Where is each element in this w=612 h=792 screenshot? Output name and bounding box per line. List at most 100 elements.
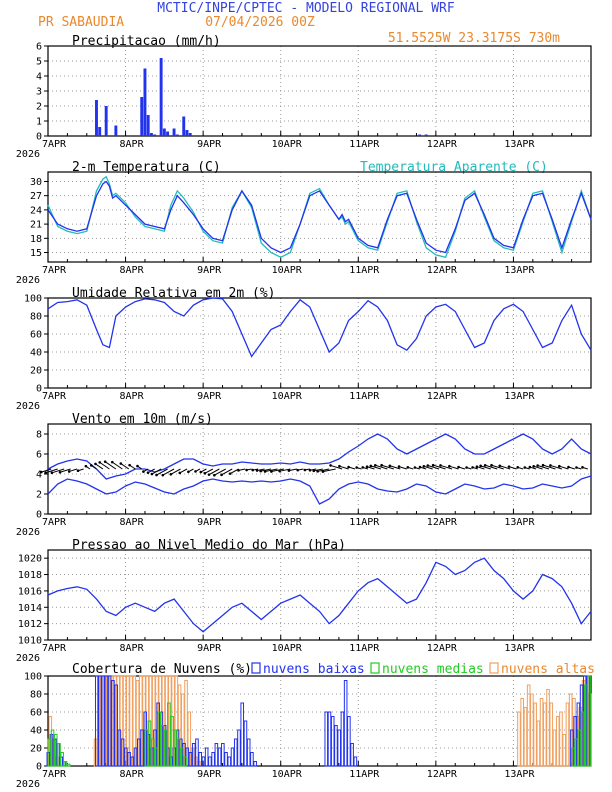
clouds-xtick-label: 12APR — [427, 769, 458, 780]
cloud-low-bar — [250, 752, 254, 767]
wind-barb-head — [263, 470, 267, 473]
wind-barb-head — [98, 461, 102, 464]
cloud-mid-bar — [144, 729, 149, 767]
precip-title: Precipitacao (mm/h) — [72, 34, 221, 49]
clouds-xtick-label: 13APR — [504, 769, 535, 780]
wind-barb-head — [479, 464, 482, 468]
precip-bar — [104, 106, 108, 136]
precip-xtick-label: 11APR — [349, 139, 380, 150]
clouds-xtick-label: 10APR — [272, 769, 303, 780]
temp-xtick-label: 10APR — [272, 265, 303, 276]
wind-barb — [375, 464, 388, 470]
cloud-low-bar — [198, 752, 202, 767]
wind-barb-head — [142, 470, 145, 473]
cloud-high-bar — [526, 684, 531, 767]
wind-barb-head — [558, 464, 561, 468]
precip-bar — [424, 134, 428, 136]
wind-barb — [99, 461, 110, 470]
wind-barb-head — [439, 464, 442, 467]
cloud-low-bar — [221, 743, 225, 767]
wind-barb-head — [329, 464, 332, 467]
cloud-low-bar — [120, 738, 125, 767]
cloud-mid-bar — [176, 738, 181, 767]
cloud-low-bar — [140, 729, 144, 767]
rh-frame — [47, 297, 592, 389]
rh-xtick-label: 11APR — [349, 391, 380, 402]
precip-xtick-label: 13APR — [504, 139, 535, 150]
temp-xtick-label: 7APR — [42, 265, 67, 276]
wind-barb — [440, 464, 453, 470]
wind-barb — [156, 468, 168, 476]
cloud-high-bar — [565, 702, 570, 767]
wind-barb — [214, 468, 227, 476]
wind-ytick-label: 0 — [36, 510, 42, 521]
mslp-title: Pressao ao Nivel Medio do Mar (hPa) — [72, 538, 346, 553]
wind-xtick-label: 13APR — [504, 517, 535, 528]
location-label: PR SABAUDIA — [38, 15, 124, 30]
cloud-low-bar — [340, 711, 345, 767]
cloud-low-bar — [324, 711, 329, 767]
cloud-high-bar — [523, 707, 528, 767]
wind-barb-head — [549, 464, 552, 467]
cloud-low-bar — [237, 729, 241, 767]
cloud-mid-bar — [50, 729, 55, 767]
wind-barb-head — [207, 473, 211, 476]
wind-barb-head — [312, 469, 316, 473]
cloud-high-bar — [530, 693, 534, 767]
cloud-mid-bar — [584, 684, 588, 767]
wind-barb — [542, 464, 556, 470]
precip-bar — [95, 100, 98, 136]
mslp-ytick-label: 1014 — [18, 603, 42, 614]
wind-barb-head — [532, 464, 535, 468]
wind-barb-head — [155, 473, 158, 477]
cloud-low-bar — [334, 725, 338, 767]
wind-barb-head — [84, 464, 88, 468]
rh-xtick-label: 8APR — [120, 391, 145, 402]
cloud-high-bar — [543, 702, 547, 767]
cloud-high-bar — [559, 711, 563, 767]
wind-barb — [322, 468, 336, 473]
cloud-mid-bar — [170, 716, 174, 767]
wind-barb-head — [316, 470, 319, 473]
precip-bar — [159, 58, 163, 136]
cloud-mid-bar — [580, 711, 585, 767]
wind-barb-head — [255, 469, 259, 472]
temp-xtick-label: 13APR — [504, 265, 535, 276]
wind-barb — [151, 468, 162, 475]
cloud-mid-bar — [154, 747, 158, 767]
wind-barb-head — [119, 462, 123, 465]
wind-barb-head — [567, 465, 570, 469]
cloud-low-bar — [217, 747, 222, 767]
precip-ytick-label: 1 — [36, 117, 42, 128]
rh-ytick-label: 20 — [30, 366, 42, 377]
temp-ytick-label: 24 — [30, 205, 42, 216]
cloud-low-bar — [94, 675, 99, 767]
temp-title: 2-m Temperatura (C) — [72, 160, 221, 175]
cloud-mid-bar — [183, 756, 187, 767]
wind-barb-head — [575, 466, 578, 469]
cloud-low-bar — [227, 756, 232, 767]
wind-barb-head — [76, 469, 80, 473]
wind-barb-head — [490, 463, 493, 467]
wind-barb-head — [39, 470, 43, 474]
wind-barb-head — [406, 466, 410, 469]
cloud-high-bar — [539, 698, 544, 767]
wind-upper-line — [47, 433, 592, 480]
wind-barb-head — [245, 468, 248, 472]
wind-ytick-label: 2 — [36, 490, 42, 501]
wind-barb-head — [194, 470, 197, 473]
cloud-low-bar — [327, 711, 332, 767]
wind-barb-head — [581, 466, 584, 469]
mslp-year-label: 2026 — [16, 653, 40, 664]
cloud-low-bar — [114, 684, 118, 767]
rh-xtick-label: 7APR — [42, 391, 67, 402]
cloud-low-bar — [111, 680, 115, 767]
mslp-frame — [47, 549, 592, 641]
wind-barb-head — [169, 472, 173, 476]
wind-barb-head — [58, 470, 62, 474]
cloud-mid-bar — [173, 729, 178, 767]
temp-year-label: 2026 — [16, 275, 40, 286]
wind-barb-head — [220, 473, 223, 477]
cloud-low-bar — [117, 729, 122, 767]
